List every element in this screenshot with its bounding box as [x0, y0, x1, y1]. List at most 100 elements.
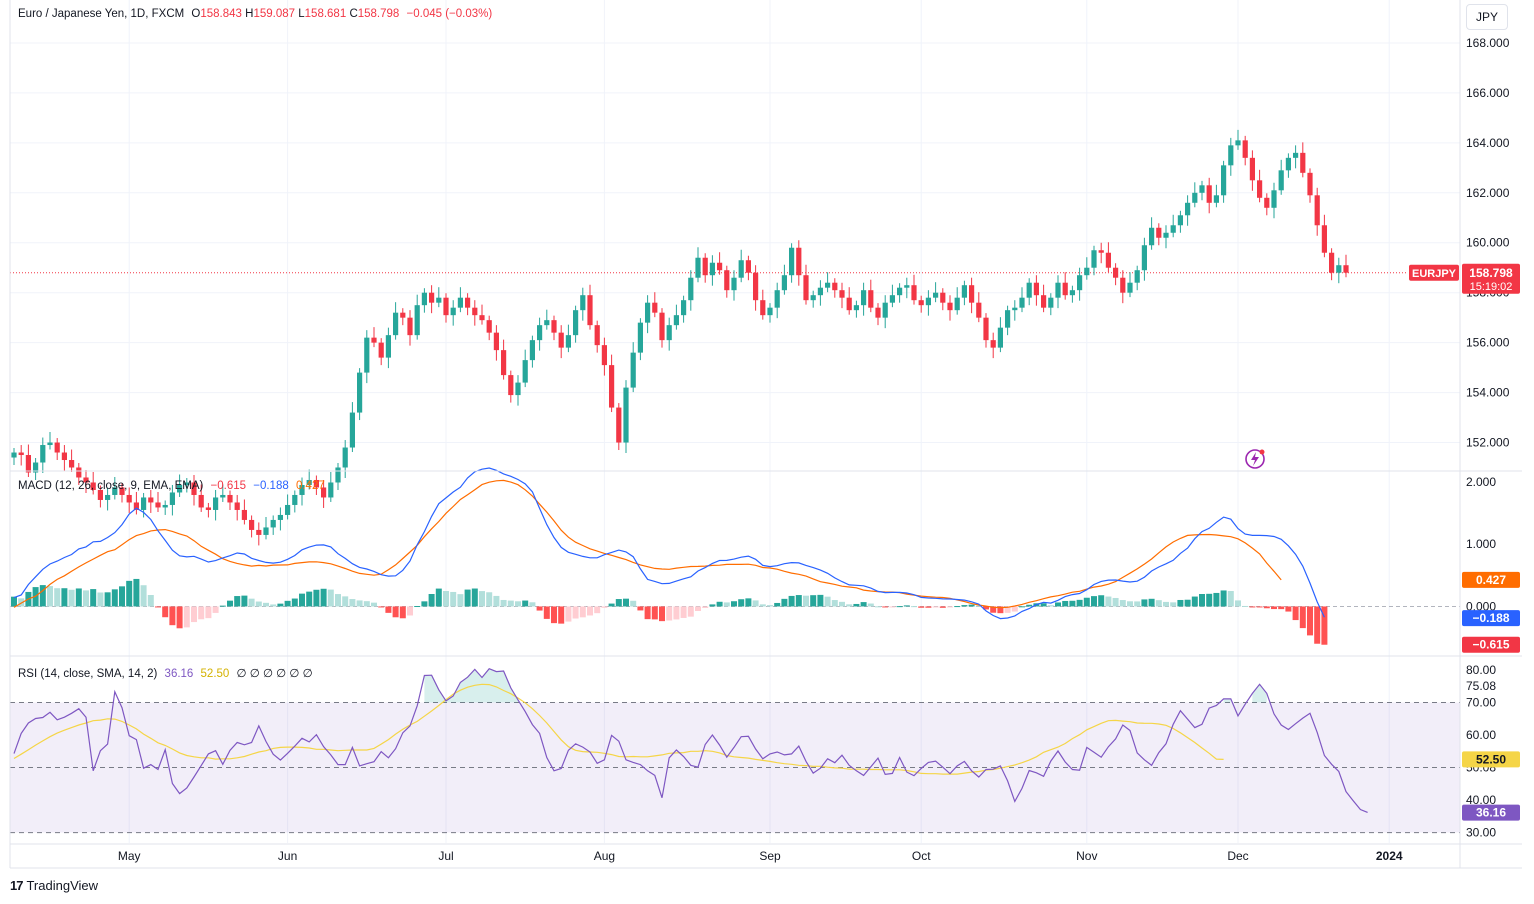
macd-hist-bar: [471, 588, 478, 607]
candle-body: [580, 295, 586, 311]
candle-body: [493, 332, 499, 351]
macd-hist-bar: [572, 606, 579, 619]
candle-body: [227, 494, 233, 503]
macd-hist-bar: [147, 594, 154, 607]
macd-hist-bar: [457, 594, 464, 607]
macd-hist-bar: [911, 606, 917, 608]
candle-body: [234, 502, 240, 510]
symbol-tag-text: EURJPY: [1412, 268, 1457, 280]
candle-body: [421, 292, 427, 306]
macd-hist-bar: [248, 598, 255, 607]
candle-body: [1134, 270, 1140, 283]
candle-body: [25, 455, 31, 473]
macd-hist-bar: [284, 600, 291, 607]
macd-hist-bar: [680, 606, 687, 618]
candle-body: [969, 285, 975, 303]
macd-hist-bar: [1026, 604, 1033, 607]
macd-hist-bar: [342, 596, 349, 607]
lightning-icon: [1245, 449, 1265, 469]
macd-hist-bar: [515, 601, 521, 607]
candle-body: [1321, 225, 1327, 253]
macd-hist-bar: [839, 601, 845, 607]
macd-hist-bar: [1134, 601, 1141, 607]
candle-body: [184, 482, 190, 485]
macd-hist-bar: [68, 589, 75, 607]
candle-body: [76, 467, 82, 478]
candle-body: [897, 287, 903, 296]
candle-body: [731, 277, 737, 291]
macd-hist-bar: [1199, 594, 1205, 607]
macd-hist-bar: [1278, 606, 1285, 610]
lightning-bolt-icon: [1251, 452, 1259, 466]
macd-hist-bar: [853, 603, 860, 607]
macd-hist-bar: [774, 602, 781, 607]
x-tick-label: Sep: [759, 849, 781, 863]
macd-hist-bar: [169, 606, 176, 626]
x-tick-label: Aug: [594, 849, 615, 863]
candle-body: [1199, 185, 1205, 193]
candle-body: [652, 302, 658, 313]
candle-body: [443, 297, 449, 316]
candle-body: [112, 487, 118, 495]
macd-hist-bar: [155, 606, 161, 608]
candle-body: [1048, 297, 1054, 308]
candle-body: [1062, 282, 1068, 296]
macd-hist-bar: [630, 600, 637, 607]
rsi-overbought-fill: [1252, 684, 1267, 703]
candle-body: [1336, 265, 1342, 273]
candle-body: [889, 295, 895, 303]
macd-hist-bar: [565, 606, 572, 622]
candle-body: [141, 497, 147, 510]
candle-body: [1170, 225, 1176, 233]
macd-hist-bar: [1163, 601, 1169, 607]
currency-button[interactable]: JPY: [1466, 4, 1508, 30]
macd-hist-bar: [810, 595, 817, 607]
macd-hist-bar: [39, 585, 46, 607]
macd-hist-bar: [61, 588, 68, 607]
candle-body: [328, 482, 334, 498]
x-tick-label: Jun: [278, 849, 297, 863]
candle-body: [1249, 157, 1255, 181]
last-price-tag-bg: [1462, 263, 1520, 294]
candle-body: [1271, 190, 1277, 208]
tradingview-logo[interactable]: 17 TradingView: [10, 878, 98, 893]
macd-hist-bar: [191, 606, 197, 623]
macd-hist-bar: [1263, 606, 1270, 609]
macd-hist-bar: [18, 598, 25, 607]
tradingview-brand-text: TradingView: [26, 878, 99, 893]
macd-hist-bar: [1019, 606, 1025, 608]
candle-body: [803, 275, 809, 301]
rsi-value: 36.16: [164, 668, 194, 680]
rsi-ma-tag-bg: [1462, 751, 1520, 768]
last-price-tag-text: 158.798: [1469, 266, 1513, 280]
lightning-badge-icon: [1259, 449, 1265, 455]
rsi-ma-tag: 52.50: [1476, 752, 1506, 766]
candle-body: [270, 519, 276, 528]
macd-hist-bar: [1170, 602, 1177, 607]
candle-body: [213, 497, 219, 510]
rsi-tick-label: 70.00: [1466, 696, 1496, 710]
macd-hist-bar: [363, 601, 370, 607]
candle-body: [645, 302, 651, 323]
x-tick-label: 2024: [1376, 849, 1403, 863]
macd-hist-bar: [83, 590, 89, 607]
macd-hist-bar: [601, 606, 608, 608]
candle-body: [961, 285, 967, 298]
macd-hist-bar: [1119, 600, 1126, 607]
candle-body: [18, 452, 24, 456]
macd-hist-bar: [1127, 601, 1133, 607]
symbol-tag-bg: [1409, 264, 1459, 281]
macd-hist-bar: [126, 580, 133, 607]
candle-body: [292, 494, 298, 505]
macd-hist-bar: [896, 606, 903, 608]
macd-hist-bar: [522, 600, 529, 607]
macd-hist-bar: [803, 595, 809, 607]
macd-hist-bar: [543, 606, 550, 619]
macd-hist-bar: [1184, 599, 1191, 607]
macd-hist-bar: [961, 605, 968, 607]
price-tick-label: 154.000: [1466, 386, 1510, 400]
candle-body: [601, 345, 607, 366]
candle-body: [753, 272, 759, 301]
macd-hist-bar: [133, 578, 140, 607]
